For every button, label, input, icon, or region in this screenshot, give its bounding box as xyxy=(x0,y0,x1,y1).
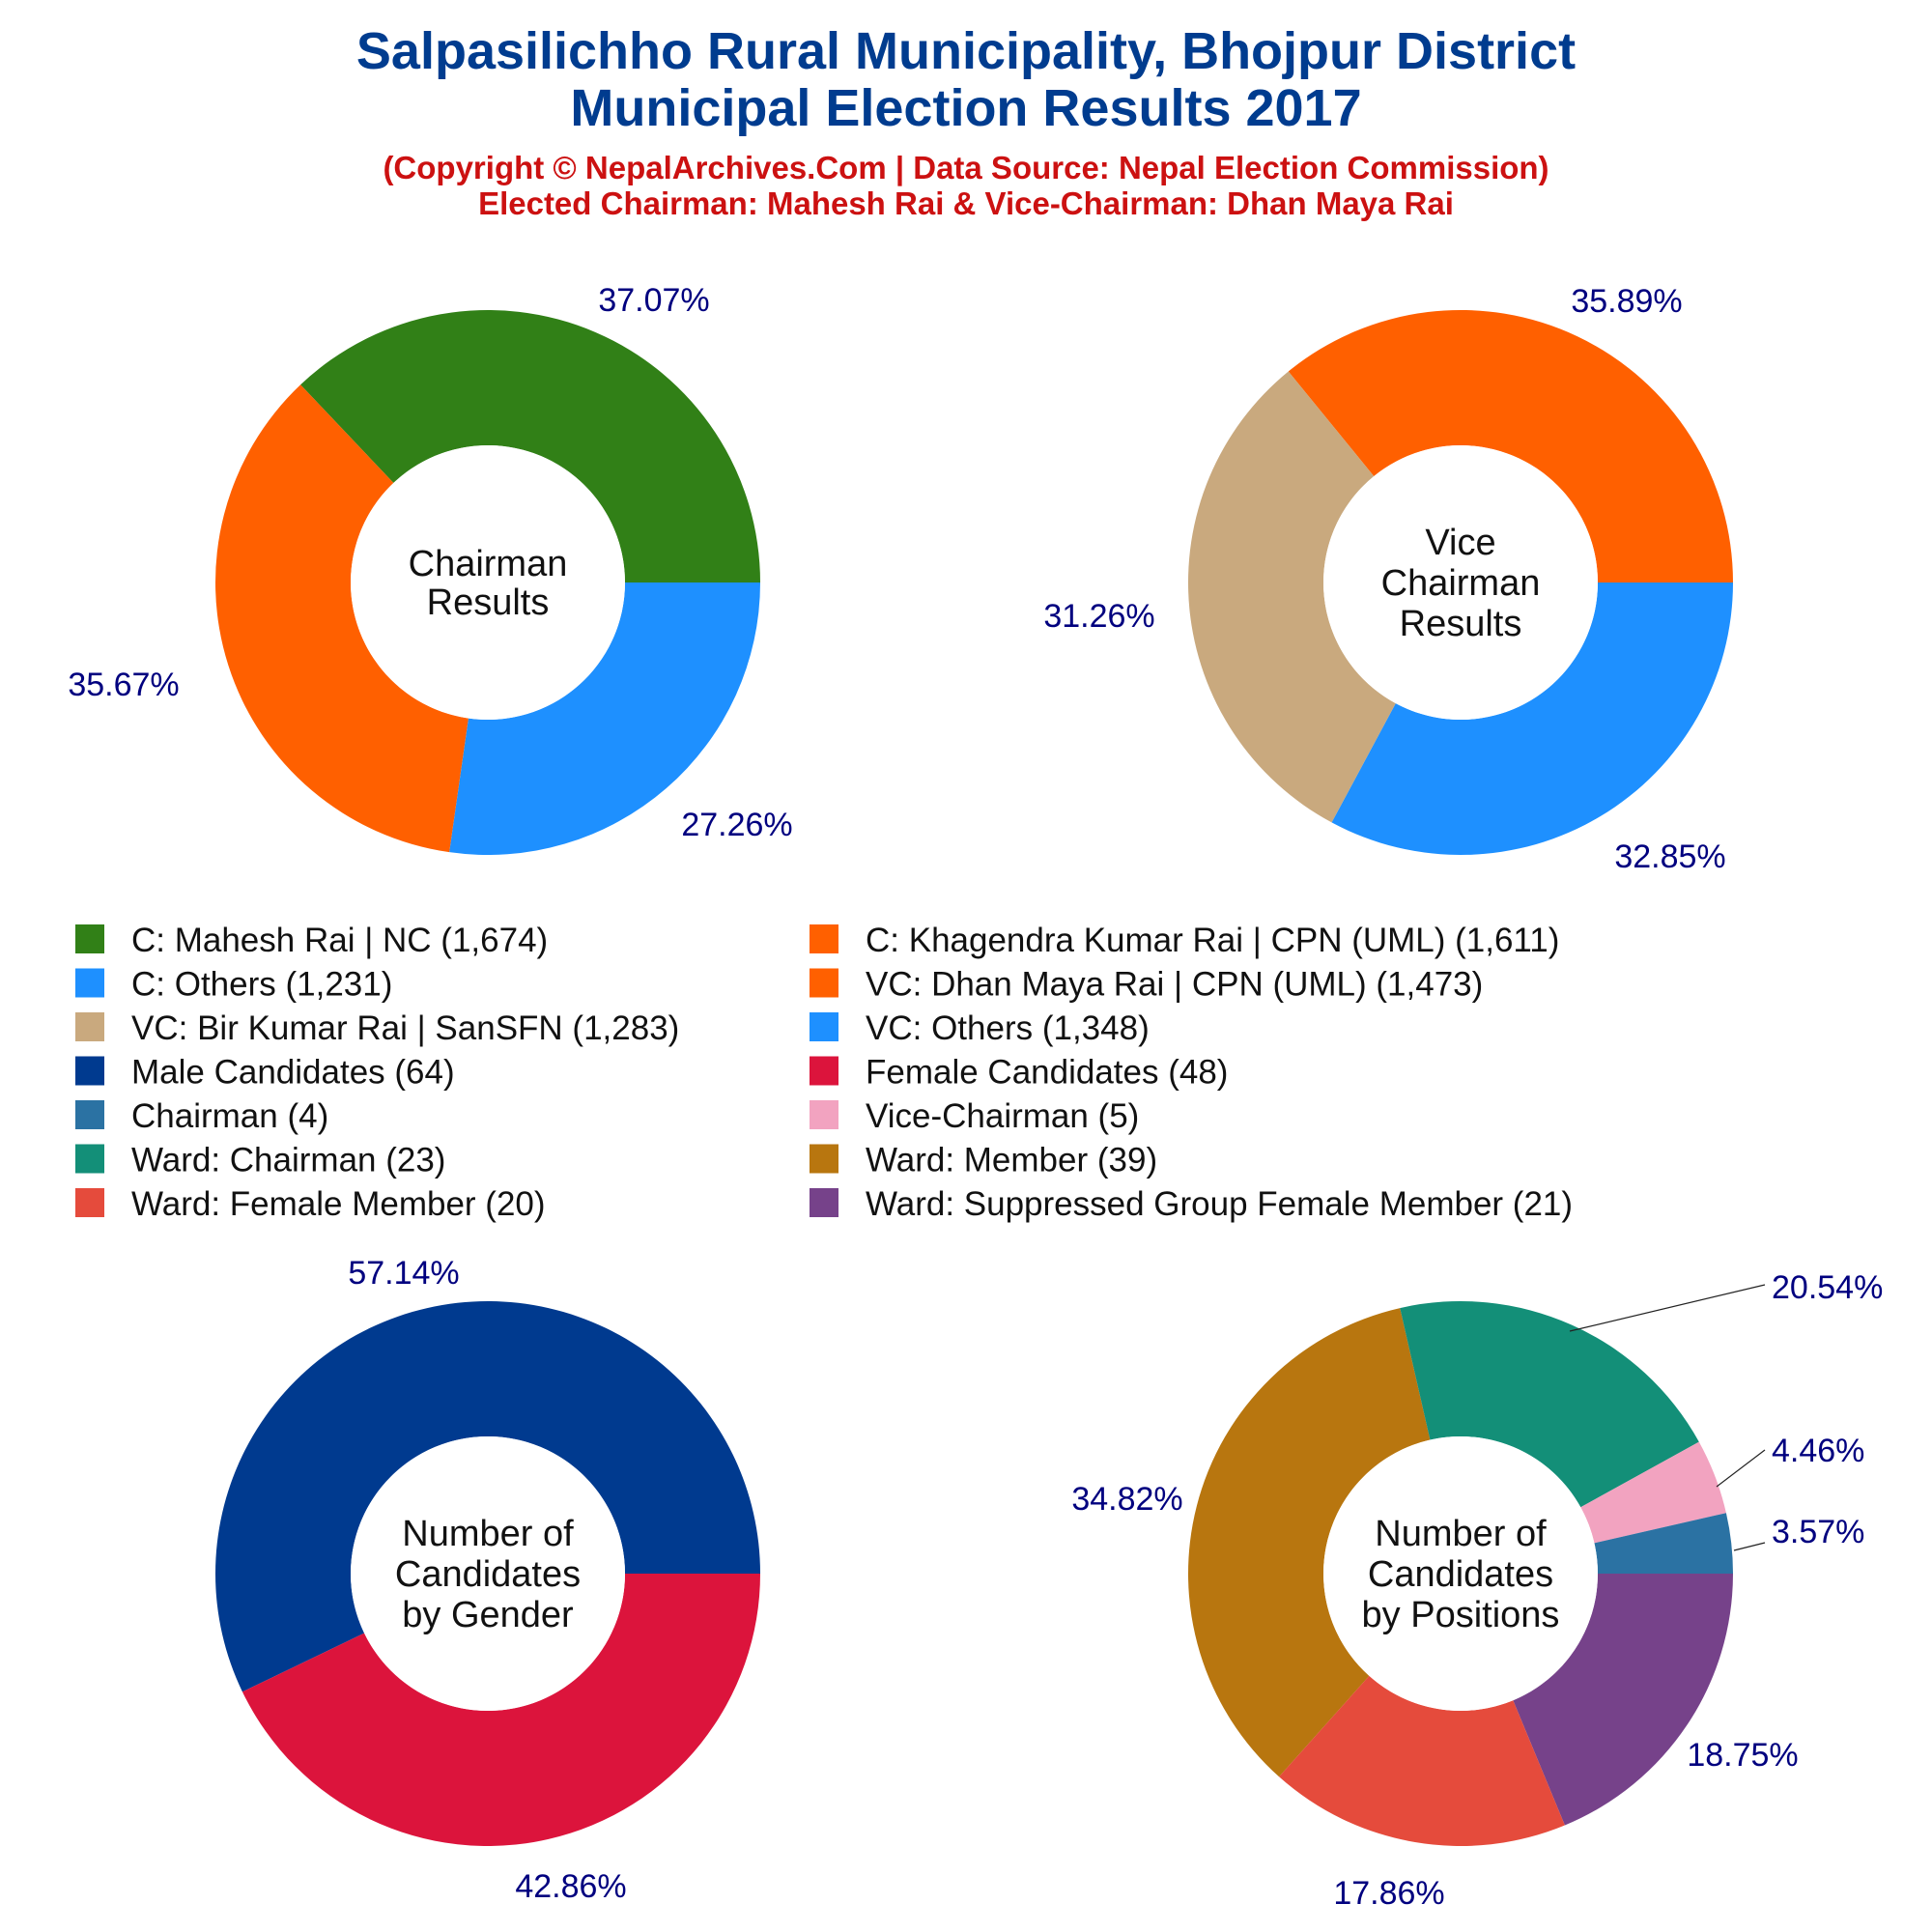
legend-swatch-vc-bir-kumar-rai-sansfn-1-283 xyxy=(75,1012,104,1041)
subtitle-line-2: Elected Chairman: Mahesh Rai & Vice-Chai… xyxy=(478,185,1454,221)
slice-c-others xyxy=(449,582,760,855)
pct-label-ward-chairman: 20.54% xyxy=(1772,1269,1883,1306)
pct-label-vc-others: 32.85% xyxy=(1614,838,1725,875)
legend-label-male-candidates-64: Male Candidates (64) xyxy=(131,1054,455,1092)
legend-label-ward-chairman-23: Ward: Chairman (23) xyxy=(131,1142,445,1179)
center-label-line: Number of xyxy=(1375,1514,1547,1554)
legend-swatch-ward-female-member-20 xyxy=(75,1188,104,1217)
leader-line-chairman xyxy=(1733,1542,1766,1551)
legend-label-vc-dhan-maya-rai-cpn-uml-1-473: VC: Dhan Maya Rai | CPN (UML) (1,473) xyxy=(866,966,1483,1004)
legend-swatch-ward-member-39 xyxy=(810,1144,838,1174)
pct-label-c-mahesh-rai-nc: 37.07% xyxy=(598,282,709,319)
legend-swatch-female-candidates-48 xyxy=(810,1056,838,1086)
subtitle-line-1: (Copyright © NepalArchives.Com | Data So… xyxy=(383,150,1548,185)
legend-swatch-male-candidates-64 xyxy=(75,1056,104,1086)
legend-label-ward-female-member-20: Ward: Female Member (20) xyxy=(131,1185,546,1223)
pct-label-vc-dhan-maya-rai-cpn-uml: 35.89% xyxy=(1571,283,1682,320)
title-line-1: Salpasilichho Rural Municipality, Bhojpu… xyxy=(356,22,1576,80)
legend-swatch-ward-chairman-23 xyxy=(75,1144,104,1174)
legend-label-vice-chairman-5: Vice-Chairman (5) xyxy=(866,1097,1139,1135)
slice-vc-bir-kumar-rai-sansfn xyxy=(1188,371,1396,823)
legend-label-chairman-4: Chairman (4) xyxy=(131,1097,328,1135)
pct-label-ward-female-member: 17.86% xyxy=(1333,1875,1444,1912)
center-label-line: Number of xyxy=(402,1514,574,1554)
legend-swatch-c-mahesh-rai-nc-1-674 xyxy=(75,924,104,953)
pct-label-ward-member: 34.82% xyxy=(1071,1481,1182,1518)
legend-swatch-ward-suppressed-group-female-member-21 xyxy=(810,1188,838,1217)
legend-label-c-mahesh-rai-nc-1-674: C: Mahesh Rai | NC (1,674) xyxy=(131,922,548,959)
slice-ward-suppressed-group-female-member xyxy=(1513,1574,1733,1826)
slice-vc-others xyxy=(1331,582,1733,855)
position-candidates-donut: 34.82% 20.54% 4.46% 3.57% 18.75% 17.86% Number… xyxy=(1071,1269,1883,1912)
legend: C: Mahesh Rai | NC (1,674) C: Khagendra K… xyxy=(75,922,1573,1223)
chart-header: Salpasilichho Rural Municipality, Bhojpu… xyxy=(356,22,1576,221)
donut-hole xyxy=(1323,1436,1598,1711)
center-label-line: Chairman xyxy=(409,544,568,584)
leader-line-ward-chairman xyxy=(1569,1284,1766,1332)
legend-label-c-others-1-231: C: Others (1,231) xyxy=(131,966,392,1004)
center-label-line: Results xyxy=(427,582,550,623)
legend-swatch-chairman-4 xyxy=(75,1100,104,1129)
slice-male-candidates xyxy=(214,1301,760,1692)
slice-c-mahesh-rai-nc xyxy=(300,310,760,582)
legend-label-vc-others-1-348: VC: Others (1,348) xyxy=(866,1009,1150,1047)
slice-c-khagendra-kumar-rai-cpn-uml xyxy=(214,384,469,853)
donut-hole xyxy=(351,1436,625,1711)
center-label-line: Chairman xyxy=(1381,563,1541,604)
slice-ward-female-member xyxy=(1279,1675,1565,1846)
pct-label-male-candidates: 57.14% xyxy=(348,1255,459,1292)
legend-swatch-vice-chairman-5 xyxy=(810,1100,838,1129)
donut-hole xyxy=(351,445,625,720)
center-label-line: Results xyxy=(1400,604,1522,644)
legend-swatch-c-khagendra-kumar-rai-cpn-uml-1-611 xyxy=(810,924,838,953)
pct-label-c-khagendra-kumar-rai-cpn-uml: 35.67% xyxy=(68,667,179,703)
legend-label-c-khagendra-kumar-rai-cpn-uml-1-611: C: Khagendra Kumar Rai | CPN (UML) (1,61… xyxy=(866,922,1559,959)
pct-label-female-candidates: 42.86% xyxy=(515,1868,626,1905)
legend-label-vc-bir-kumar-rai-sansfn-1-283: VC: Bir Kumar Rai | SanSFN (1,283) xyxy=(131,1009,679,1047)
legend-label-ward-suppressed-group-female-member-21: Ward: Suppressed Group Female Member (21… xyxy=(866,1185,1573,1223)
slice-ward-member xyxy=(1188,1308,1431,1777)
pct-label-ward-suppressed-group-female-member: 18.75% xyxy=(1687,1737,1798,1774)
legend-swatch-vc-dhan-maya-rai-cpn-uml-1-473 xyxy=(810,968,838,998)
slice-vc-dhan-maya-rai-cpn-uml xyxy=(1288,310,1733,582)
pct-label-vc-bir-kumar-rai-sansfn: 31.26% xyxy=(1043,598,1154,635)
center-label-line: Vice xyxy=(1425,523,1495,563)
title-line-2: Municipal Election Results 2017 xyxy=(570,79,1361,137)
leader-line-vice-chairman xyxy=(1716,1449,1766,1488)
center-label-line: by Positions xyxy=(1362,1595,1560,1635)
legend-label-female-candidates-48: Female Candidates (48) xyxy=(866,1054,1228,1092)
pct-label-c-others: 27.26% xyxy=(681,807,792,843)
legend-swatch-c-others-1-231 xyxy=(75,968,104,998)
legend-swatch-vc-others-1-348 xyxy=(810,1012,838,1041)
slice-ward-chairman xyxy=(1400,1301,1699,1508)
center-label-line: Candidates xyxy=(1368,1554,1553,1595)
slice-chairman xyxy=(1594,1513,1733,1574)
center-label-line: by Gender xyxy=(402,1595,574,1635)
donut-hole xyxy=(1323,445,1598,720)
pct-label-vice-chairman: 4.46% xyxy=(1772,1433,1864,1469)
center-label-line: Candidates xyxy=(395,1554,581,1595)
legend-label-ward-member-39: Ward: Member (39) xyxy=(866,1142,1157,1179)
slice-vice-chairman xyxy=(1580,1441,1726,1544)
pct-label-chairman: 3.57% xyxy=(1772,1514,1864,1550)
slice-female-candidates xyxy=(242,1574,761,1846)
